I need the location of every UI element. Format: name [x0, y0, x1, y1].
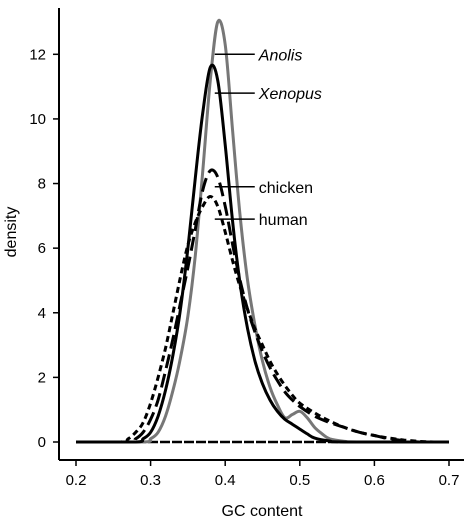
series-label-anolis: Anolis	[258, 47, 303, 64]
annotations: Anolis Xenopus chicken human	[214, 47, 322, 229]
series-label-xenopus: Xenopus	[258, 86, 322, 103]
y-tick-label: 2	[38, 369, 46, 386]
y-tick-label: 10	[29, 111, 46, 128]
x-tick-label: 0.7	[439, 472, 460, 489]
series-lines	[76, 18, 449, 444]
x-tick-label: 0.6	[364, 472, 385, 489]
series-line-chicken	[76, 168, 449, 444]
ticks: 0.2 0.3 0.4 0.5 0.6 0.7 0 2 4 6 8 10 12	[29, 46, 459, 489]
axes	[58, 8, 464, 461]
y-tick-label: 12	[29, 46, 46, 63]
x-tick-label: 0.4	[215, 472, 236, 489]
series-line-human	[76, 195, 449, 444]
series-line-anolis	[76, 18, 449, 444]
y-tick-label: 8	[38, 176, 46, 193]
y-tick-label: 4	[38, 305, 46, 322]
series-label-chicken: chicken	[259, 180, 313, 197]
x-tick-label: 0.5	[289, 472, 310, 489]
x-tick-label: 0.2	[66, 472, 87, 489]
x-tick-label: 0.3	[140, 472, 161, 489]
x-axis-title: GC content	[222, 503, 303, 520]
y-tick-label: 0	[38, 434, 46, 451]
series-label-human: human	[259, 212, 308, 229]
y-tick-label: 6	[38, 240, 46, 257]
series-line-xenopus	[76, 63, 449, 444]
y-axis-title: density	[3, 207, 20, 258]
